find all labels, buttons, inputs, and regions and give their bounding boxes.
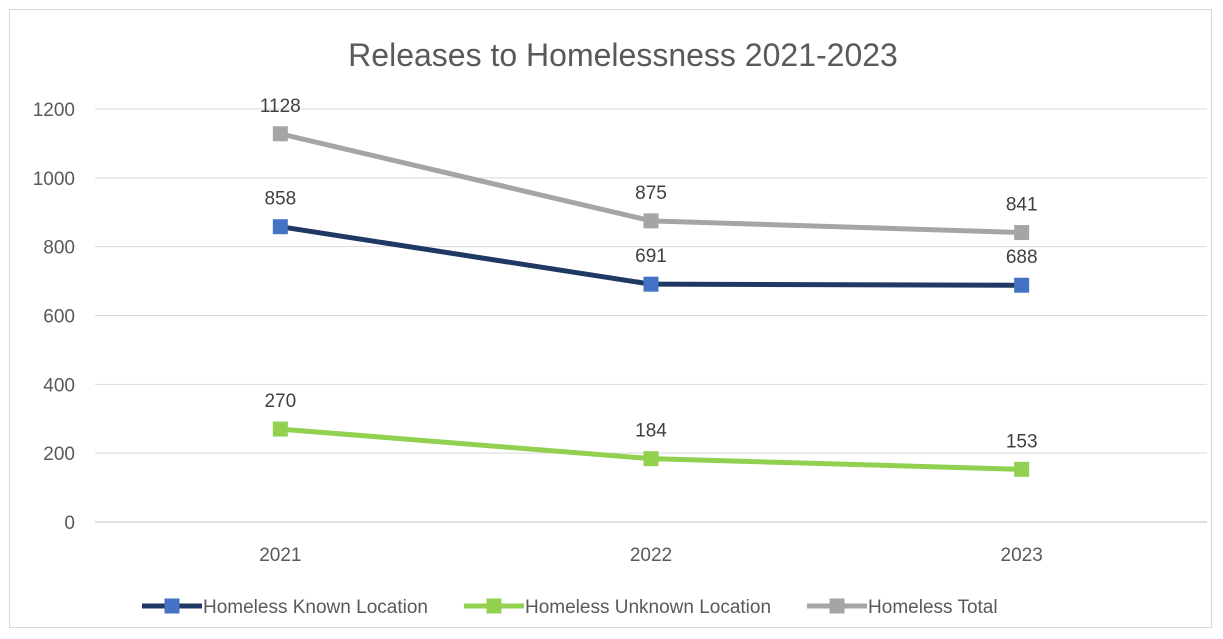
legend-marker (829, 598, 845, 614)
chart-frame (9, 9, 1212, 628)
y-tick-label: 800 (43, 238, 75, 259)
legend: Homeless Known Location Homeless Unknown … (142, 597, 998, 618)
data-label: 184 (635, 421, 667, 442)
y-tick-label: 400 (43, 375, 75, 396)
data-point-marker (272, 421, 288, 437)
data-point-marker (643, 276, 659, 292)
y-tick-label: 1200 (33, 100, 75, 121)
data-point-marker (272, 126, 288, 142)
legend-marker (164, 598, 180, 614)
chart-title: Releases to Homelessness 2021-2023 (348, 37, 898, 73)
legend-label: Homeless Known Location (203, 597, 428, 618)
x-axis: 2021 2022 2023 (259, 545, 1043, 566)
x-tick-label: 2023 (1001, 545, 1043, 566)
data-point-marker (643, 451, 659, 467)
legend-label: Homeless Unknown Location (525, 597, 771, 618)
data-point-marker (1014, 461, 1030, 477)
gridlines (95, 108, 1207, 523)
data-point-marker (272, 219, 288, 235)
data-label: 153 (1006, 431, 1038, 452)
data-point-marker (1014, 225, 1030, 241)
x-tick-label: 2022 (630, 545, 672, 566)
data-labels: 858 691 688 270 184 153 1128 875 841 (260, 96, 1038, 453)
data-label: 691 (635, 246, 667, 267)
y-tick-label: 200 (43, 444, 75, 465)
y-tick-label: 0 (64, 513, 75, 534)
y-tick-label: 600 (43, 307, 75, 328)
data-label: 841 (1006, 195, 1038, 216)
legend-label: Homeless Total (868, 597, 998, 618)
data-label: 1128 (260, 96, 301, 117)
x-tick-label: 2021 (259, 545, 301, 566)
data-label: 858 (264, 189, 296, 210)
y-axis: 0 200 400 600 800 1000 1200 (33, 100, 75, 534)
data-label: 688 (1006, 247, 1038, 268)
data-label: 875 (635, 183, 667, 204)
data-label: 270 (264, 391, 296, 412)
data-point-marker (643, 213, 659, 229)
y-tick-label: 1000 (33, 169, 75, 190)
series-group (272, 126, 1030, 477)
data-point-marker (1014, 277, 1030, 293)
legend-marker (486, 598, 502, 614)
